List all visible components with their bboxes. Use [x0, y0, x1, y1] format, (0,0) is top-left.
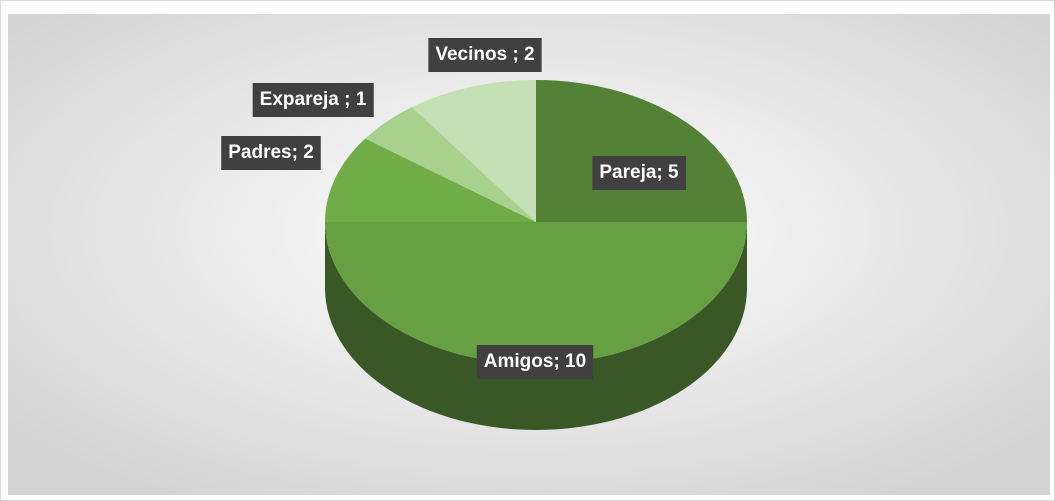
slice [365, 107, 536, 222]
data-label-box [592, 156, 687, 190]
slice [411, 80, 536, 222]
data-label: Expareja ; 1 [260, 89, 367, 110]
slice [536, 80, 747, 222]
data-label: Amigos; 10 [484, 351, 586, 372]
data-label: Vecinos ; 2 [435, 44, 534, 65]
slice-side [325, 222, 747, 430]
data-label: Padres; 2 [228, 142, 314, 163]
data-label-box [252, 83, 374, 117]
data-label-box [476, 345, 594, 379]
data-label-box [221, 136, 321, 170]
slice [325, 222, 747, 364]
data-label: Pareja; 5 [599, 162, 679, 183]
data-label-box [428, 38, 542, 72]
pie [325, 80, 747, 430]
labels: Pareja; 5 Amigos; 10 Padres; 2 Expareja ; 1… [221, 38, 687, 379]
slice [325, 138, 536, 222]
